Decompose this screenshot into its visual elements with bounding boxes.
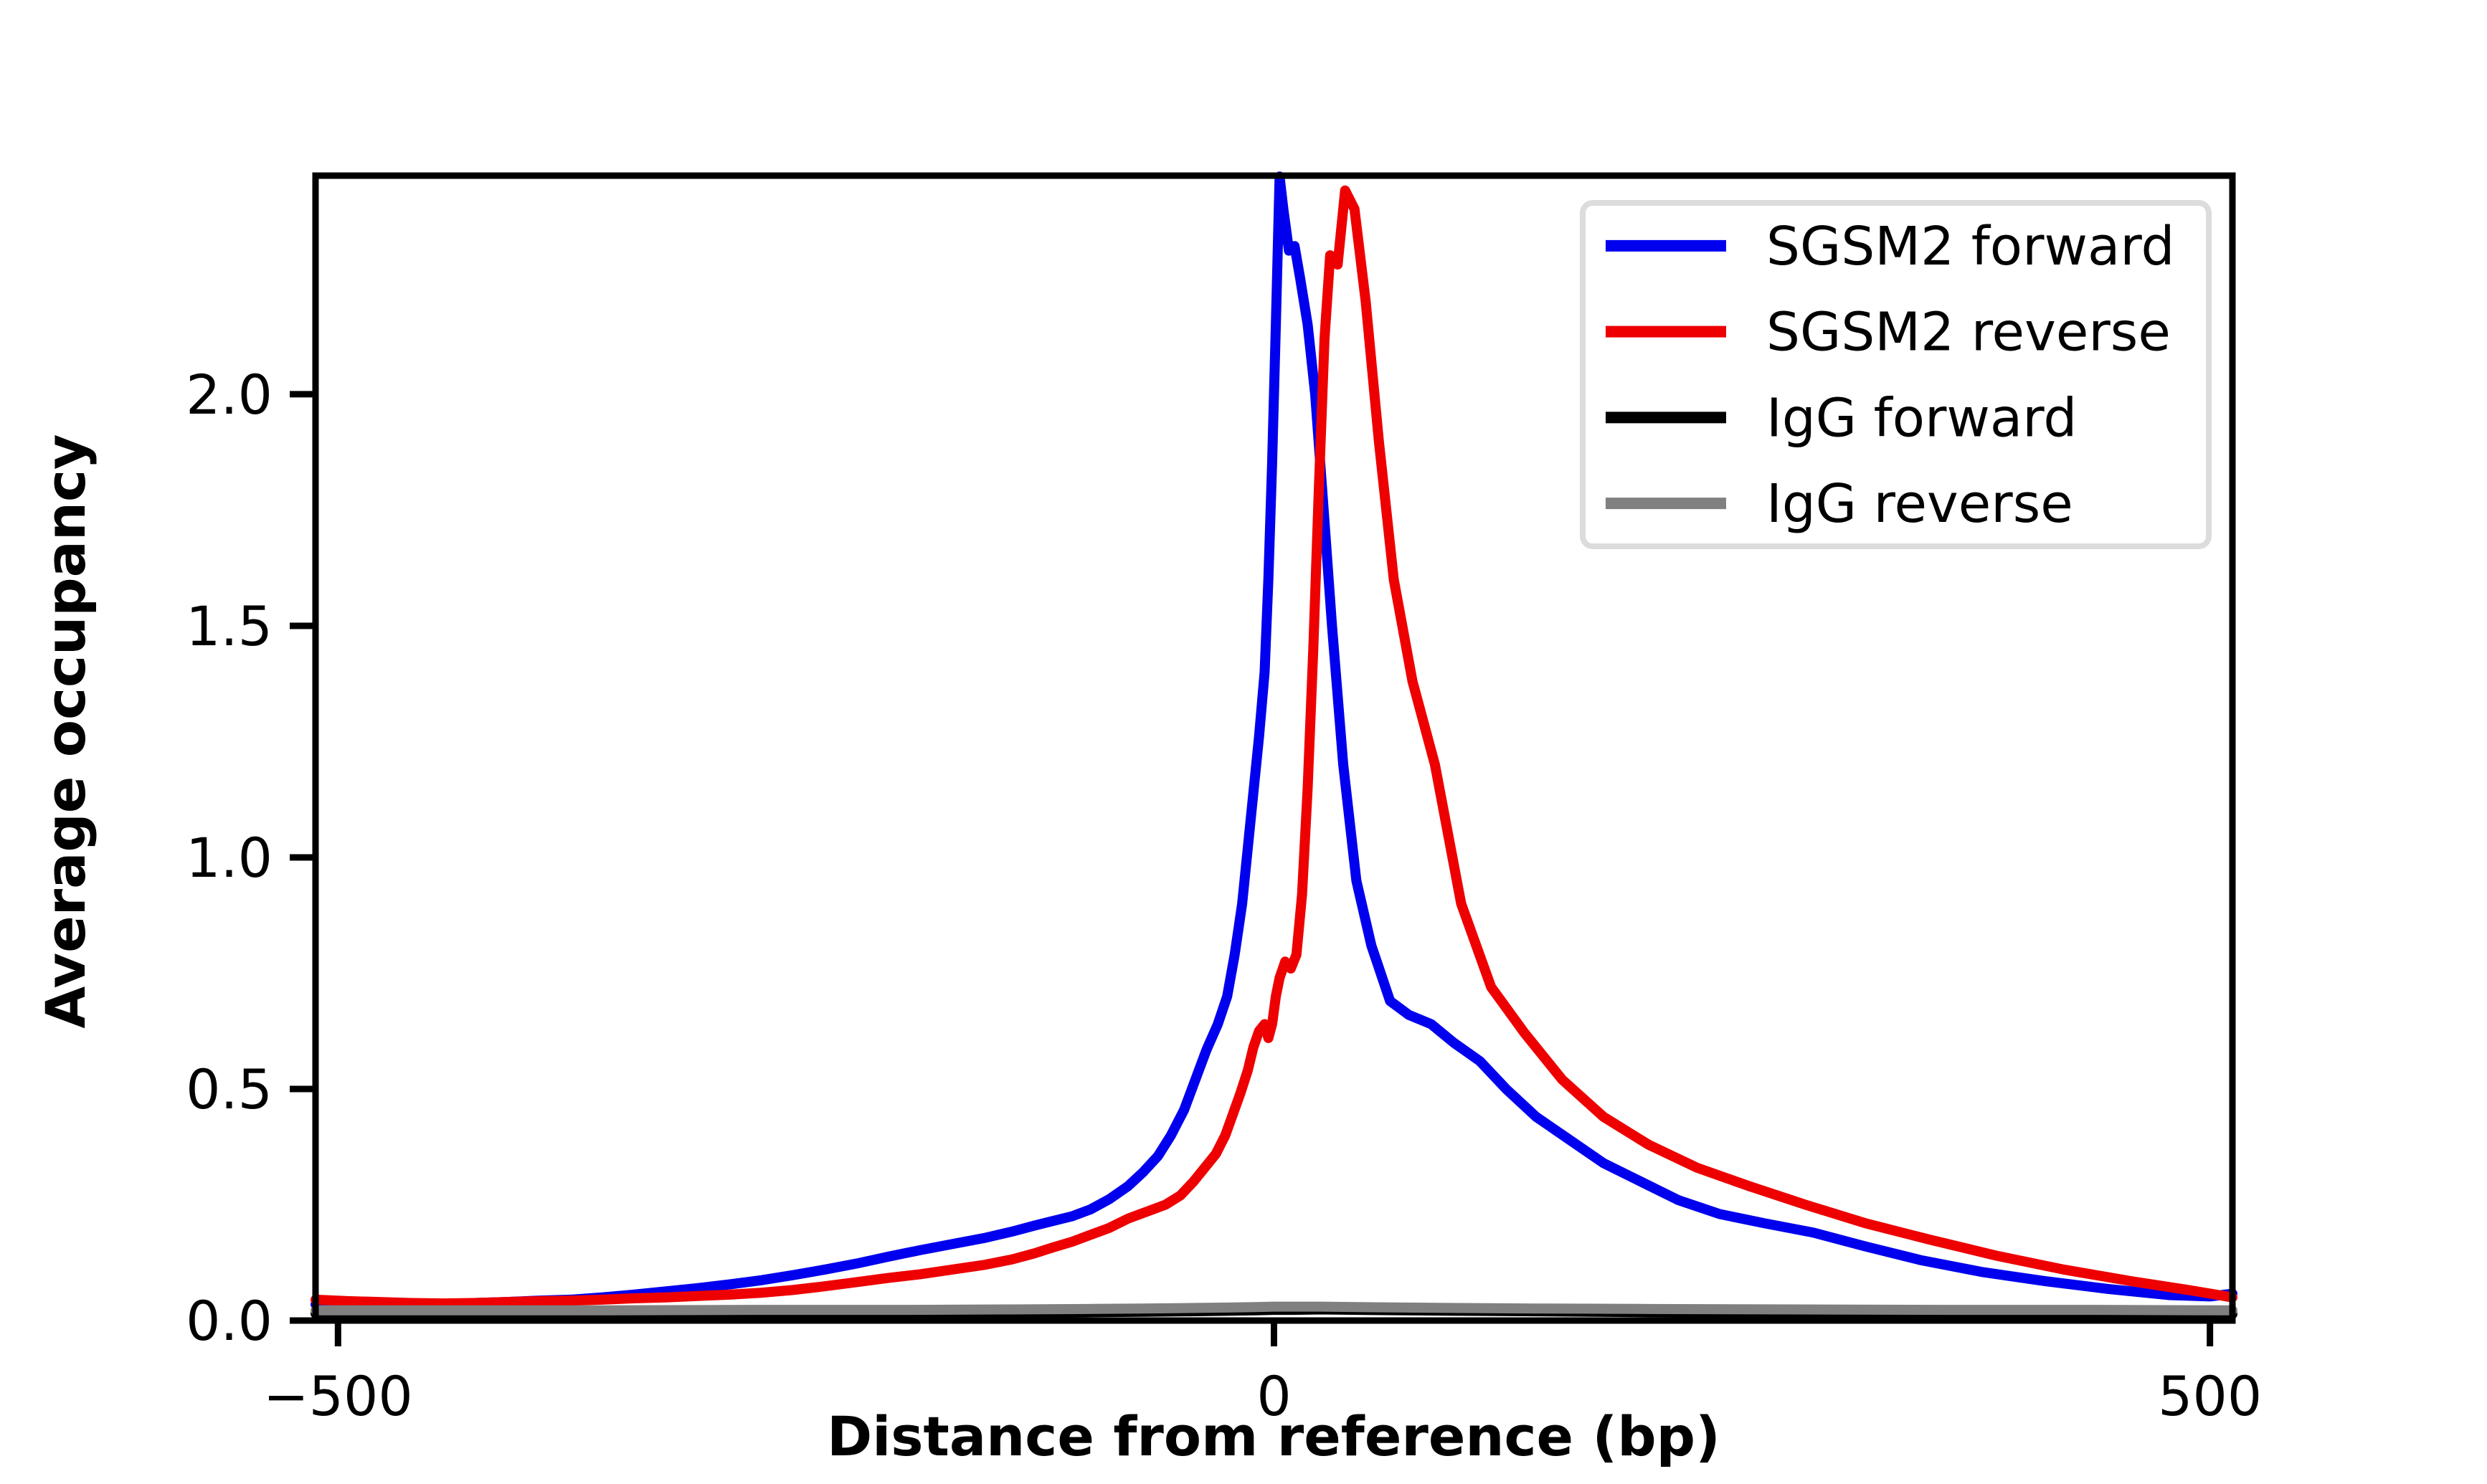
- y-tick-label-2: 1.0: [186, 826, 273, 890]
- y-tick-label-1: 0.5: [186, 1057, 273, 1121]
- x-tick-label-1: 0: [1256, 1364, 1291, 1428]
- x-axis-title: Distance from reference (bp): [827, 1404, 1720, 1468]
- legend-background: [1580, 200, 2212, 549]
- legend-label-1: SGSM2 reverse: [1766, 302, 2171, 363]
- legend-item-2[interactable]: IgG forward: [1606, 387, 2077, 449]
- series-line-sgsm2-reverse: [311, 185, 2237, 1309]
- y-tick-label-4: 2.0: [186, 363, 273, 427]
- legend-label-3: IgG reverse: [1766, 473, 2073, 535]
- x-tick-label-2: 500: [2158, 1364, 2262, 1428]
- legend-item-3[interactable]: IgG reverse: [1606, 473, 2073, 535]
- y-tick-label-0: 0.0: [186, 1289, 273, 1353]
- y-axis-title: Average occupancy: [34, 434, 98, 1028]
- legend-label-0: SGSM2 forward: [1766, 216, 2174, 277]
- tick-labels: −500 0 500 0.0 0.5 1.0 1.5 2.0: [186, 363, 2262, 1428]
- legend-item-1[interactable]: SGSM2 reverse: [1606, 302, 2171, 363]
- x-tick-label-0: −500: [263, 1364, 413, 1428]
- tick-marks: [290, 391, 2214, 1346]
- y-tick-label-3: 1.5: [186, 594, 273, 658]
- legend-label-2: IgG forward: [1766, 387, 2077, 449]
- series-line-igg-reverse: [311, 1301, 2237, 1316]
- legend-item-0[interactable]: SGSM2 forward: [1606, 216, 2174, 277]
- legend[interactable]: SGSM2 forward SGSM2 reverse IgG forward IgG…: [1580, 200, 2212, 549]
- series-line-sgsm2-forward: [311, 171, 2237, 1312]
